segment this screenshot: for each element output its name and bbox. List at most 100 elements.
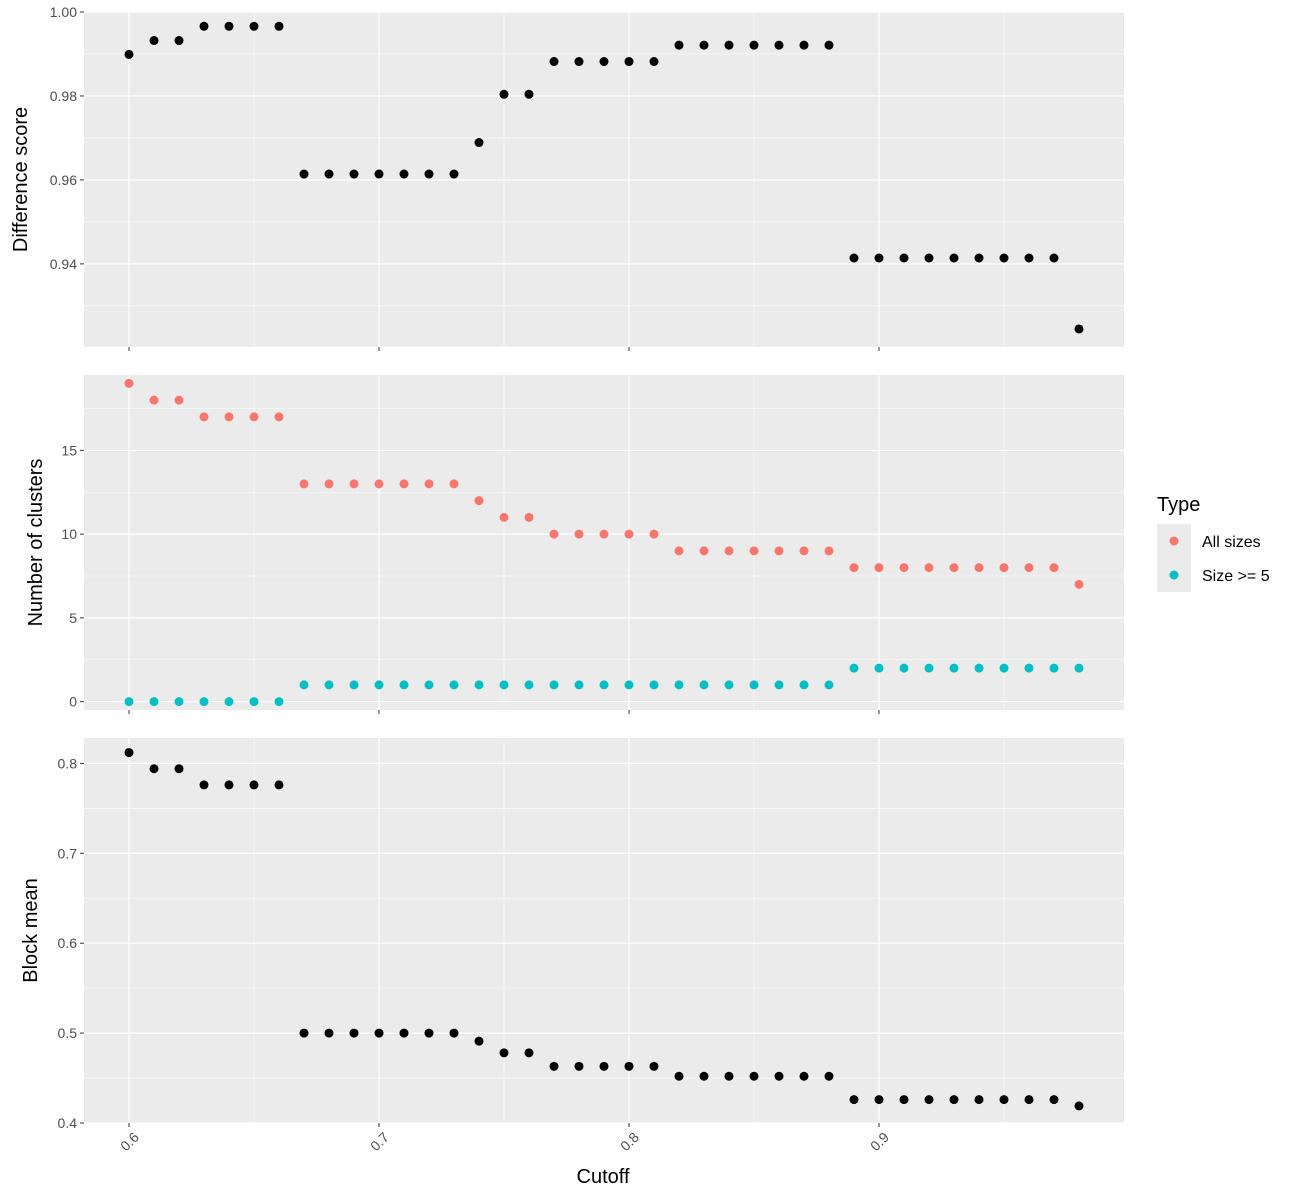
data-point	[149, 697, 159, 707]
data-point	[424, 479, 434, 489]
x-tick-label: 0.8	[617, 1129, 642, 1154]
data-point	[1024, 563, 1034, 573]
data-point	[549, 529, 559, 539]
y-axis-title: Difference score	[10, 107, 32, 252]
x-tick-labels: 0.6 0.7 0.8 0.9	[117, 1129, 892, 1154]
data-point	[1074, 1101, 1084, 1111]
legend-key-all-sizes	[1169, 536, 1179, 546]
data-point	[674, 1071, 684, 1081]
data-point	[599, 1061, 609, 1071]
data-point	[999, 1095, 1009, 1105]
data-point	[499, 89, 509, 99]
data-point	[324, 680, 334, 690]
data-point	[124, 748, 134, 758]
data-point	[349, 1028, 359, 1038]
data-point	[474, 496, 484, 506]
data-point	[599, 57, 609, 67]
data-point	[524, 89, 534, 99]
data-point	[299, 479, 309, 489]
data-point	[999, 253, 1009, 263]
data-point	[124, 49, 134, 59]
y-tick-label: 1.00	[50, 4, 77, 20]
data-point	[824, 1071, 834, 1081]
data-point	[149, 764, 159, 774]
data-point	[1049, 663, 1059, 673]
data-point	[399, 169, 409, 179]
data-point	[974, 253, 984, 263]
data-point	[949, 253, 959, 263]
data-point	[474, 680, 484, 690]
data-point	[274, 780, 284, 790]
data-point	[549, 1061, 559, 1071]
y-tick-label: 0.6	[58, 935, 78, 951]
data-point	[974, 663, 984, 673]
data-point	[949, 1095, 959, 1105]
data-point	[324, 169, 334, 179]
data-point	[1024, 253, 1034, 263]
data-point	[924, 663, 934, 673]
data-point	[999, 663, 1009, 673]
data-point	[549, 57, 559, 67]
data-point	[299, 680, 309, 690]
data-point	[424, 169, 434, 179]
data-point	[674, 40, 684, 50]
data-point	[249, 697, 259, 707]
data-point	[424, 680, 434, 690]
data-point	[724, 1071, 734, 1081]
legend-key-size-ge-5	[1169, 570, 1179, 580]
data-point	[324, 1028, 334, 1038]
legend-title: Type	[1157, 494, 1200, 516]
data-point	[174, 764, 184, 774]
data-point	[724, 546, 734, 556]
data-point	[1049, 563, 1059, 573]
data-point	[774, 546, 784, 556]
y-tick-label: 0.98	[50, 88, 77, 104]
data-point	[374, 1028, 384, 1038]
data-point	[974, 563, 984, 573]
data-point	[249, 780, 259, 790]
data-point	[774, 680, 784, 690]
chart-panels: 0.94 0.96 0.98 1.00 Difference score 0 5 10 15 Nu…	[10, 4, 1124, 1154]
data-point	[449, 169, 459, 179]
data-point	[374, 169, 384, 179]
data-point	[824, 40, 834, 50]
data-point	[349, 169, 359, 179]
data-point	[149, 395, 159, 405]
data-point	[549, 680, 559, 690]
data-point	[199, 780, 209, 790]
x-tick-label: 0.7	[367, 1129, 392, 1154]
data-point	[899, 563, 909, 573]
y-tick-label: 0.4	[58, 1115, 78, 1131]
data-point	[174, 395, 184, 405]
data-point	[924, 1095, 934, 1105]
data-point	[874, 1095, 884, 1105]
data-point	[674, 546, 684, 556]
data-point	[874, 253, 884, 263]
data-point	[799, 680, 809, 690]
data-point	[349, 479, 359, 489]
y-tick-label: 15	[61, 442, 77, 458]
data-point	[224, 780, 234, 790]
data-point	[574, 680, 584, 690]
data-point	[199, 21, 209, 31]
data-point	[374, 479, 384, 489]
x-axis-title: Cutoff	[577, 1166, 630, 1188]
panel-3: 0.4 0.5 0.6 0.7 0.8 Block mean	[20, 738, 1124, 1131]
data-point	[674, 680, 684, 690]
series-1	[124, 21, 1084, 334]
data-point	[924, 563, 934, 573]
data-point	[474, 1036, 484, 1046]
x-tick-label: 0.6	[117, 1129, 142, 1154]
data-point	[524, 680, 534, 690]
data-point	[574, 529, 584, 539]
data-point	[1074, 663, 1084, 673]
data-point	[649, 680, 659, 690]
y-tick-label: 0.8	[58, 755, 78, 771]
data-point	[924, 253, 934, 263]
data-point	[449, 479, 459, 489]
data-point	[449, 680, 459, 690]
data-point	[199, 697, 209, 707]
legend-label-all-sizes: All sizes	[1202, 534, 1261, 551]
data-point	[874, 663, 884, 673]
data-point	[849, 253, 859, 263]
